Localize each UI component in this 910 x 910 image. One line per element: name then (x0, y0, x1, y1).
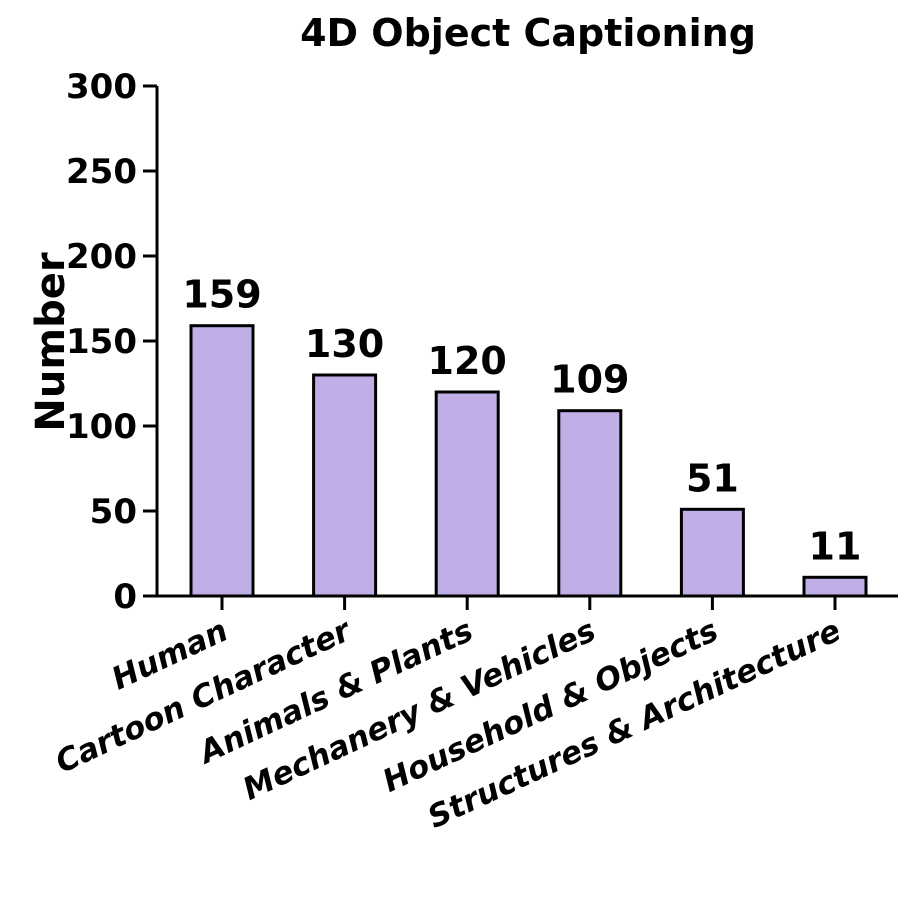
chart-title: 4D Object Captioning (300, 11, 756, 55)
y-axis-label: Number (28, 252, 74, 431)
y-tick-label: 200 (66, 237, 137, 277)
bar (802, 575, 868, 598)
bar-value-label: 11 (809, 524, 862, 568)
bar (679, 507, 745, 598)
y-tick-label: 150 (66, 322, 137, 362)
y-axis-ticks: 0 50 100 150 200 250 300 (66, 67, 157, 617)
bar-value-label: 51 (686, 456, 739, 500)
y-tick-label: 300 (66, 67, 137, 107)
y-tick-label: 100 (66, 407, 137, 447)
y-tick-label: 50 (90, 492, 137, 532)
bar (434, 390, 500, 598)
bar (557, 409, 623, 598)
value-labels-group: 159 130 120 109 51 11 (182, 273, 861, 569)
y-tick-label: 0 (113, 577, 137, 617)
y-tick-label: 250 (66, 152, 137, 192)
bar (189, 324, 255, 598)
bar-value-label: 109 (550, 358, 629, 402)
x-axis-ticks (220, 596, 837, 610)
bar-value-label: 130 (305, 322, 384, 366)
bars-group (189, 324, 868, 598)
bar-value-label: 120 (428, 339, 507, 383)
bar-value-label: 159 (182, 273, 261, 317)
bar (312, 373, 378, 598)
